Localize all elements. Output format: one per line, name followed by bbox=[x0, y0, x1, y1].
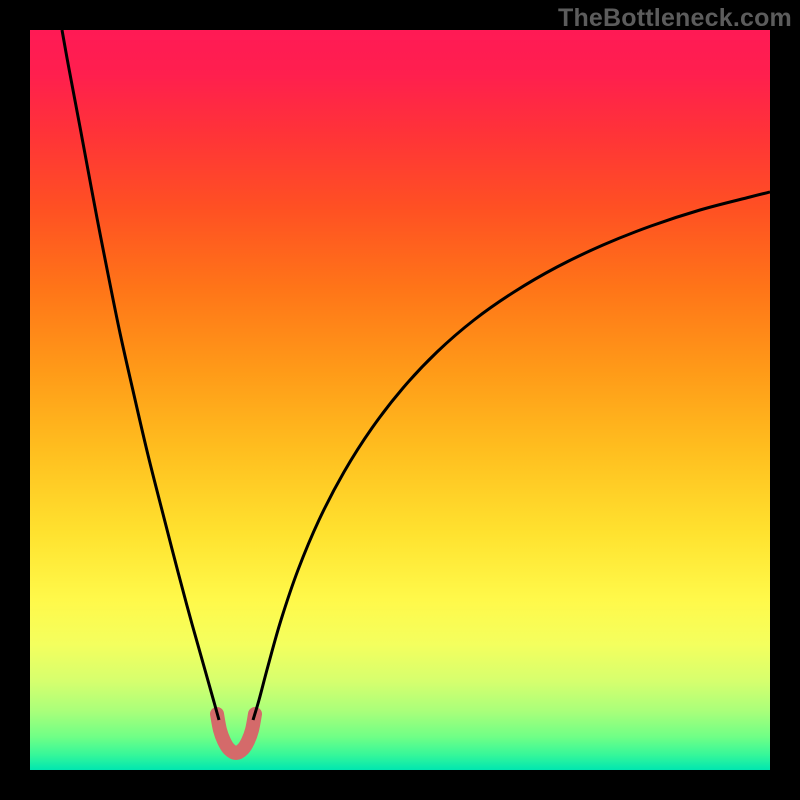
watermark-text: TheBottleneck.com bbox=[558, 4, 792, 33]
curve-right bbox=[253, 192, 770, 720]
curves-layer bbox=[30, 30, 770, 770]
chart-frame: TheBottleneck.com bbox=[0, 0, 800, 800]
plot-area bbox=[30, 30, 770, 770]
valley-marker bbox=[217, 714, 255, 753]
curve-left bbox=[62, 30, 219, 720]
